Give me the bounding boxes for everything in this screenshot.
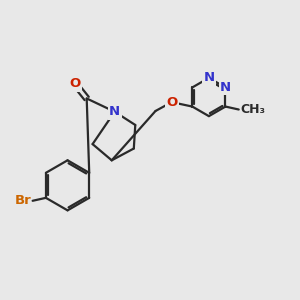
Text: O: O (69, 77, 80, 90)
Text: N: N (109, 105, 120, 118)
Text: O: O (166, 96, 177, 109)
Text: N: N (220, 81, 231, 94)
Text: Br: Br (14, 194, 31, 207)
Text: CH₃: CH₃ (240, 103, 265, 116)
Text: N: N (203, 71, 214, 84)
